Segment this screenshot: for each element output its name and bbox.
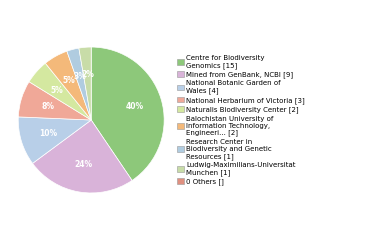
Wedge shape: [18, 117, 91, 163]
Wedge shape: [18, 82, 91, 120]
Wedge shape: [29, 63, 91, 120]
Wedge shape: [79, 47, 91, 120]
Legend: Centre for Biodiversity
Genomics [15], Mined from GenBank, NCBI [9], National Bo: Centre for Biodiversity Genomics [15], M…: [176, 54, 307, 186]
Wedge shape: [33, 120, 132, 193]
Text: 2%: 2%: [81, 70, 94, 79]
Text: 8%: 8%: [41, 102, 54, 111]
Text: 40%: 40%: [125, 102, 144, 111]
Wedge shape: [91, 47, 164, 180]
Text: 24%: 24%: [74, 160, 93, 169]
Text: 3%: 3%: [73, 72, 86, 81]
Text: 10%: 10%: [39, 129, 57, 138]
Wedge shape: [45, 51, 91, 120]
Wedge shape: [67, 48, 91, 120]
Text: 5%: 5%: [51, 86, 63, 95]
Text: 5%: 5%: [63, 76, 76, 85]
